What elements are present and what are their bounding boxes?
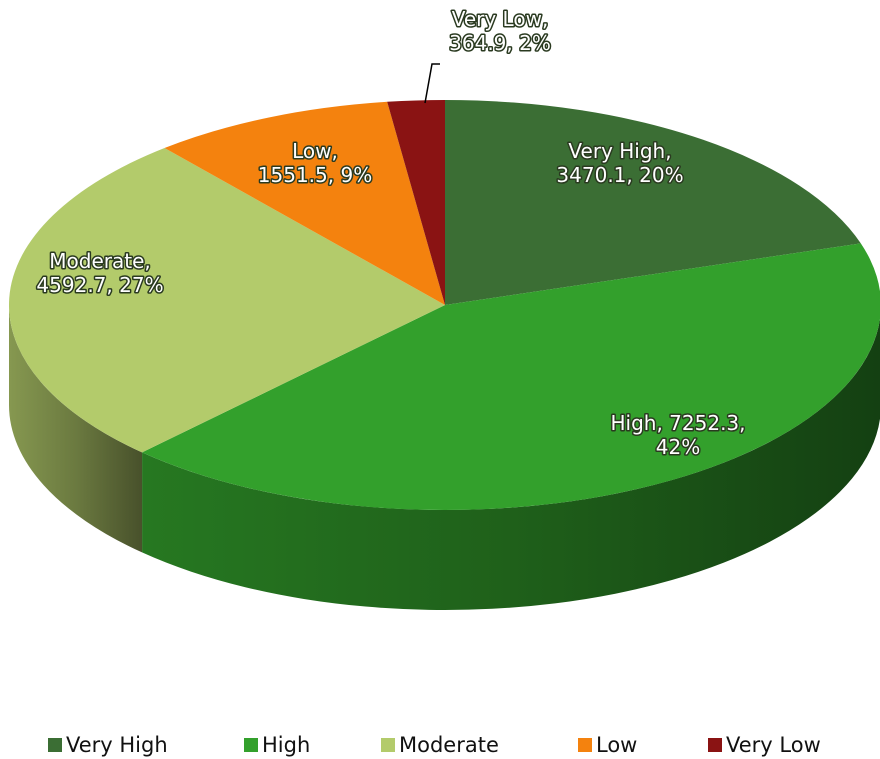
legend-swatch [578, 738, 592, 752]
legend-label: Very High [66, 733, 168, 757]
pie-side [142, 318, 880, 610]
pie-slice [387, 100, 445, 305]
legend-swatch [48, 738, 62, 752]
pie-slice [9, 148, 446, 453]
legend-swatch [381, 738, 395, 752]
pie-slice [142, 243, 880, 510]
legend-label: Moderate [399, 733, 499, 757]
data-label: Very High, 3470.1, 20% [556, 139, 683, 187]
data-label: High, 7252.3, 42% [610, 411, 745, 459]
pie-side [9, 305, 143, 553]
leader-line [424, 63, 440, 104]
legend-label: Low [596, 733, 637, 757]
legend-swatch [244, 738, 258, 752]
pie-slice [445, 100, 861, 305]
legend-label: Very Low [726, 733, 821, 757]
data-label: Low, 1551.5, 9% [258, 139, 372, 187]
pie-slice [164, 101, 445, 305]
legend-label: High [262, 733, 310, 757]
legend-swatch [708, 738, 722, 752]
data-label: Moderate, 4592.7, 27% [36, 249, 163, 297]
data-label: Very Low, 364.9, 2% [449, 7, 551, 55]
